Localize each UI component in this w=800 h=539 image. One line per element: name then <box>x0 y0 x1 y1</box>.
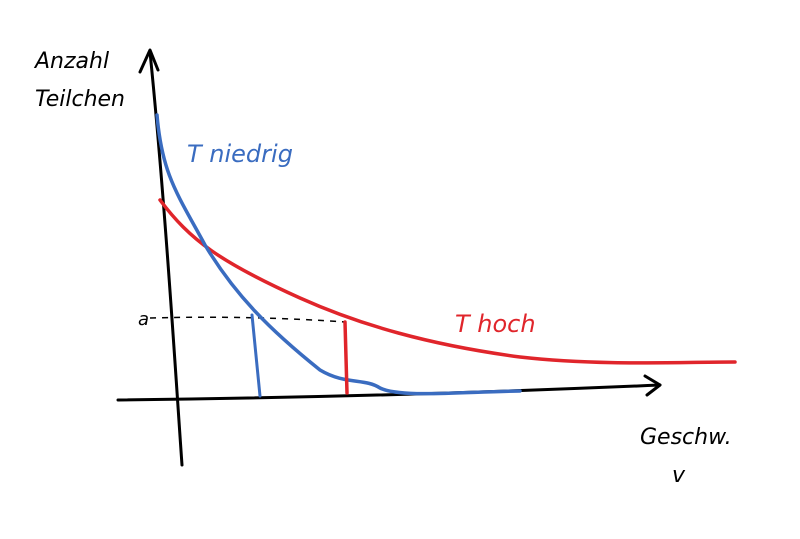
curve-label: T hoch <box>455 310 536 338</box>
curve-high <box>158 198 737 365</box>
x-axis <box>116 383 662 402</box>
level-label: a <box>138 309 149 330</box>
y-axis <box>148 50 184 467</box>
low-marker-line <box>250 313 262 398</box>
y-label: Teilchen <box>35 87 125 112</box>
curve-low <box>155 113 522 396</box>
y-label: Anzahl <box>33 49 109 74</box>
x-axis-arrow <box>643 374 662 397</box>
x-symbol: v <box>672 463 686 488</box>
x-label: Geschw. <box>640 425 732 450</box>
curve-label: T niedrig <box>187 140 293 168</box>
high-marker-line <box>343 320 349 395</box>
level-line <box>149 316 346 323</box>
y-axis-arrow <box>138 48 160 74</box>
